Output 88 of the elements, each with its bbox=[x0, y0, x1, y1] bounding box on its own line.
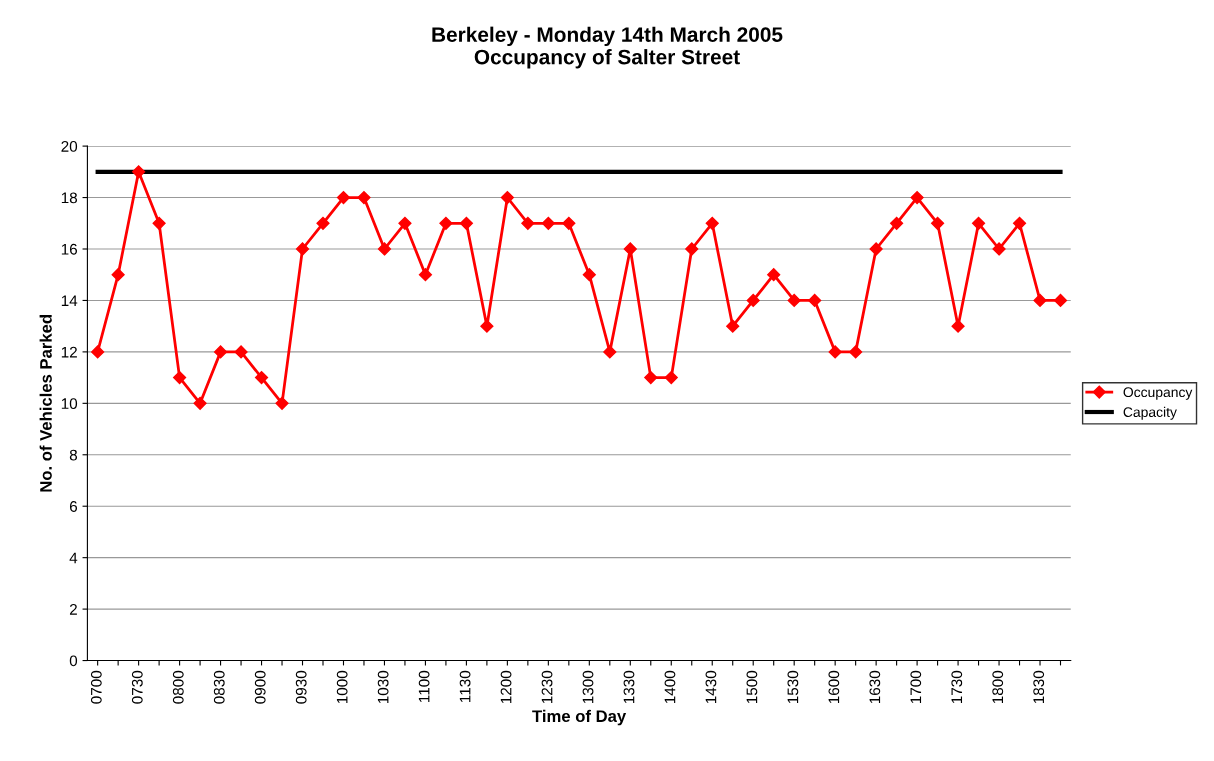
y-tick-label: 12 bbox=[61, 346, 77, 358]
x-tick-label: 1800 bbox=[992, 670, 1004, 704]
point bbox=[787, 293, 801, 308]
point bbox=[910, 190, 924, 205]
y-tick-label: 16 bbox=[61, 243, 78, 255]
point bbox=[91, 345, 105, 359]
x-tick-label: 1700 bbox=[910, 670, 922, 704]
x-tick-label: 0800 bbox=[172, 670, 184, 704]
point bbox=[521, 216, 535, 230]
point bbox=[582, 268, 596, 282]
x-tick-label: 1630 bbox=[869, 670, 881, 704]
point bbox=[746, 293, 760, 308]
x-axis-title: Time of Day bbox=[532, 709, 627, 726]
x-tick-label: 1500 bbox=[746, 670, 758, 704]
point bbox=[685, 242, 699, 256]
point bbox=[603, 345, 617, 359]
x-tick-label: 0730 bbox=[131, 670, 143, 704]
y-axis-title: No. of Vehicles Parked bbox=[39, 315, 52, 492]
x-tick-label: 1830 bbox=[1033, 670, 1045, 704]
y-tick-label: 2 bbox=[69, 603, 77, 615]
y-tick-label: 0 bbox=[69, 655, 78, 667]
point bbox=[849, 345, 863, 359]
x-tick-label: 1430 bbox=[705, 670, 717, 704]
x-tick-label: 1130 bbox=[459, 670, 471, 702]
point bbox=[173, 371, 187, 385]
y-tick-label: 18 bbox=[61, 192, 78, 204]
legend-label: Capacity bbox=[1123, 406, 1177, 420]
point bbox=[193, 396, 207, 410]
point bbox=[254, 371, 269, 385]
x-tick-label: 1400 bbox=[664, 670, 676, 704]
x-tick-label: 1100 bbox=[418, 670, 430, 702]
point bbox=[1012, 216, 1027, 230]
point bbox=[336, 190, 351, 205]
x-tick-label: 1730 bbox=[951, 670, 963, 704]
point bbox=[152, 216, 166, 230]
point bbox=[459, 216, 473, 230]
point bbox=[132, 165, 146, 179]
point bbox=[992, 242, 1006, 256]
y-tick-label: 6 bbox=[69, 501, 78, 512]
point bbox=[398, 216, 412, 230]
point bbox=[1053, 293, 1068, 308]
point bbox=[500, 190, 514, 205]
point bbox=[111, 268, 125, 282]
point bbox=[275, 396, 289, 410]
point bbox=[357, 190, 371, 205]
x-tick-label: 1600 bbox=[828, 670, 840, 704]
point bbox=[664, 371, 678, 385]
y-tick-label: 20 bbox=[61, 140, 78, 152]
point bbox=[541, 216, 555, 230]
point bbox=[213, 345, 228, 359]
y-tick-label: 14 bbox=[61, 295, 78, 306]
x-tick-label: 1300 bbox=[582, 670, 594, 704]
point bbox=[644, 371, 658, 385]
x-tick-label: 0900 bbox=[254, 670, 266, 704]
x-tick-label: 1530 bbox=[787, 670, 799, 704]
point bbox=[705, 216, 719, 230]
point bbox=[767, 268, 781, 282]
point bbox=[1033, 293, 1047, 308]
point bbox=[890, 216, 904, 230]
point bbox=[480, 319, 494, 333]
legend-label: Occupancy bbox=[1123, 387, 1193, 400]
point bbox=[377, 242, 392, 256]
x-tick-label: 1330 bbox=[623, 670, 635, 704]
x-tick-label: 0830 bbox=[213, 670, 225, 704]
point bbox=[562, 216, 576, 230]
point bbox=[808, 293, 822, 308]
point bbox=[951, 319, 965, 333]
point bbox=[726, 319, 740, 333]
point bbox=[971, 216, 986, 230]
x-tick-label: 1000 bbox=[336, 670, 348, 704]
x-tick-label: 1230 bbox=[541, 670, 553, 704]
point bbox=[930, 216, 945, 230]
y-tick-label: 4 bbox=[69, 552, 78, 564]
x-tick-label: 0700 bbox=[90, 670, 102, 704]
point bbox=[295, 242, 310, 256]
y-tick-label: 10 bbox=[61, 398, 78, 410]
point bbox=[623, 242, 637, 256]
x-tick-label: 0930 bbox=[295, 670, 307, 704]
point bbox=[828, 345, 842, 359]
y-tick-label: 8 bbox=[69, 449, 78, 461]
point bbox=[418, 268, 433, 282]
chart-title: Berkeley - Monday 14th March 2005 Occupancy of Salter Street bbox=[432, 26, 783, 69]
x-tick-label: 1030 bbox=[377, 670, 389, 704]
point bbox=[869, 242, 883, 256]
point bbox=[316, 216, 330, 230]
point bbox=[234, 345, 248, 359]
x-tick-label: 1200 bbox=[500, 670, 512, 704]
point bbox=[439, 216, 453, 230]
